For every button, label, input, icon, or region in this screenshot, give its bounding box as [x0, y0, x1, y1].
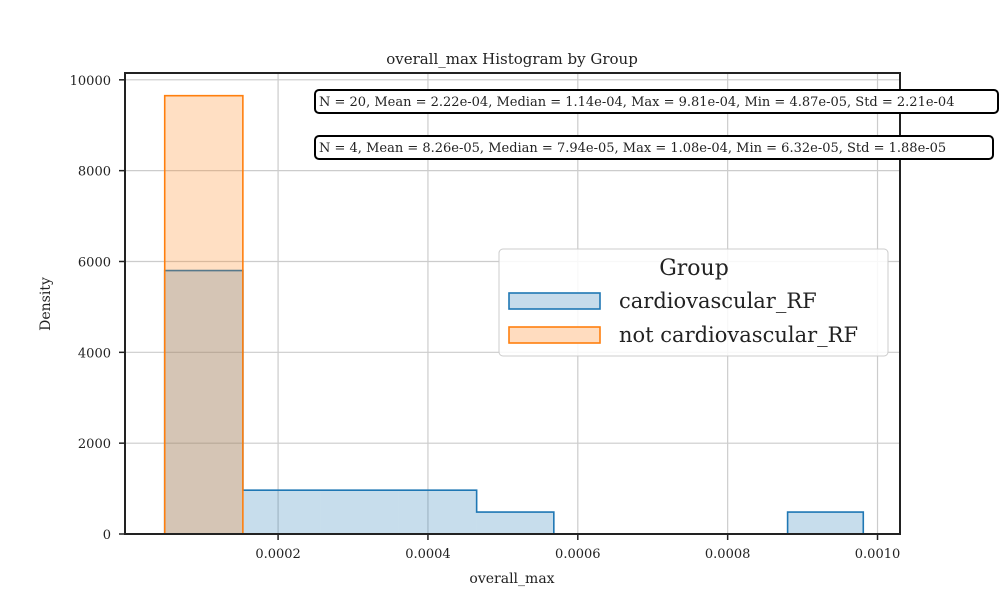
x-tick-label: 0.0004: [405, 547, 451, 562]
histogram-bars: [163, 94, 865, 535]
histogram-bar: [398, 490, 477, 534]
y-tick-label: 6000: [78, 255, 111, 270]
legend-swatch-not-cardiovascular: [508, 326, 601, 344]
legend-label-cardiovascular: cardiovascular_RF: [619, 289, 817, 313]
histogram-bar: [164, 270, 243, 534]
series-cardiovascular: [163, 269, 865, 535]
stats-annotation-cardiovascular: N = 20, Mean = 2.22e-04, Median = 1.14e-…: [314, 89, 999, 114]
histogram-outline: [163, 94, 244, 534]
histogram-bar: [164, 95, 243, 535]
y-tick-label: 4000: [78, 346, 111, 361]
axes: [119, 72, 901, 540]
x-axis-label: overall_max: [469, 571, 554, 587]
x-tick-label: 0.0008: [705, 547, 751, 562]
y-tick-label: 8000: [78, 165, 111, 180]
histogram-bar: [476, 512, 554, 534]
series-not-cardiovascular: [163, 94, 244, 535]
histogram-bar: [787, 512, 864, 534]
x-tick-label: 0.0010: [855, 547, 901, 562]
legend-title: Group: [659, 256, 729, 281]
stats-text-cardiovascular: N = 20, Mean = 2.22e-04, Median = 1.14e-…: [319, 95, 954, 110]
histogram-bar: [320, 490, 399, 534]
histogram-bar: [242, 490, 321, 534]
legend-label-not-cardiovascular: not cardiovascular_RF: [619, 323, 858, 347]
tick-labels: 0.0002 0.0004 0.0006 0.0008 0.0010 0 2000 4000 6…: [70, 74, 901, 562]
stats-text-not-cardiovascular: N = 4, Mean = 8.26e-05, Median = 7.94e-0…: [319, 141, 946, 156]
plot-frame: [124, 72, 901, 535]
y-tick-label: 10000: [70, 74, 111, 89]
legend: Group cardiovascular_RF not cardiovascul…: [498, 248, 889, 357]
y-tick-label: 2000: [78, 437, 111, 452]
x-tick-label: 0.0002: [255, 547, 301, 562]
legend-swatch-cardiovascular: [508, 292, 601, 310]
y-axis-label: Density: [38, 277, 54, 331]
y-tick-label: 0: [103, 528, 111, 543]
stats-annotation-not-cardiovascular: N = 4, Mean = 8.26e-05, Median = 7.94e-0…: [314, 135, 994, 160]
x-tick-label: 0.0006: [555, 547, 601, 562]
chart-title: overall_max Histogram by Group: [386, 50, 638, 68]
